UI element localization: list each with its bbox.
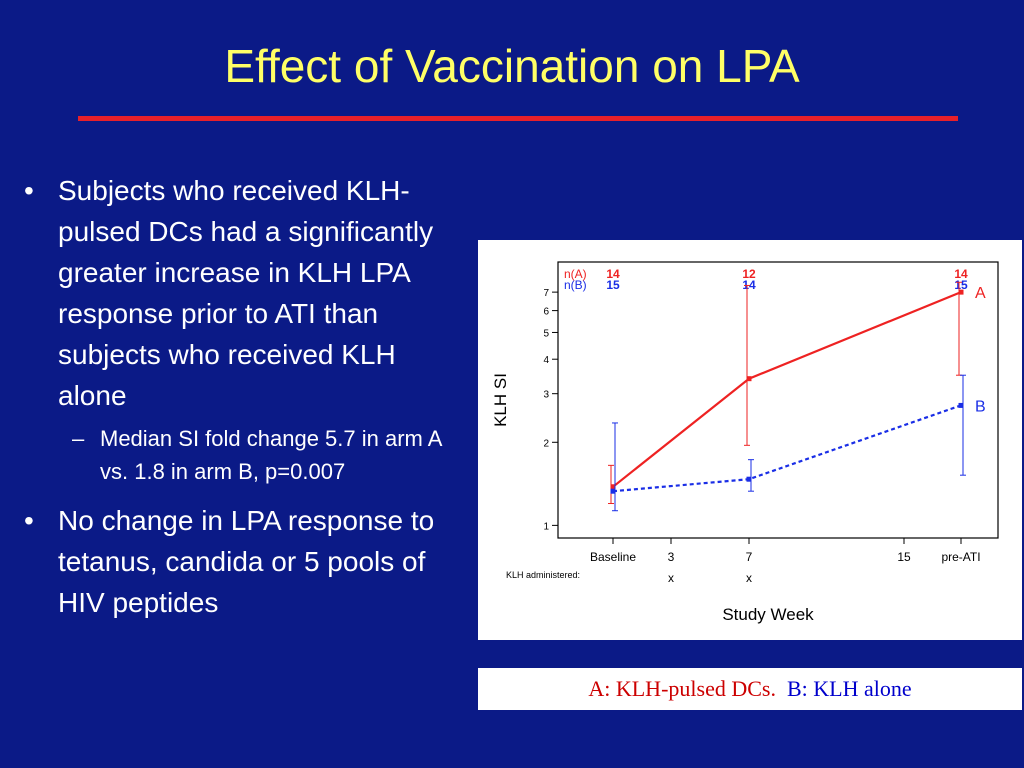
bullet-text: No change in LPA response to tetanus, ca… [58, 505, 435, 618]
sub-bullet-marker: – [72, 426, 85, 451]
n-count: 14 [954, 267, 968, 281]
caption-arm-a: A: KLH-pulsed DCs. [588, 676, 776, 701]
klh-administered-mark: x [746, 571, 752, 585]
x-tick-label: 3 [668, 550, 675, 564]
series-end-label-b: B [975, 398, 986, 415]
series-end-label-a: A [975, 285, 986, 302]
sub-bullet-item: – Median SI fold change 5.7 in arm A vs.… [20, 422, 460, 488]
series-line-b [612, 404, 962, 493]
n-count: 12 [742, 267, 756, 281]
bullet-item: • Subjects who received KLH-pulsed DCs h… [20, 170, 460, 416]
chart-panel: 1 2 3 4 5 6 7 KLH SI Baseline 3 7 15 pre-ATI KLH admi… [478, 240, 1022, 640]
chart-caption: A: KLH-pulsed DCs. B: KLH alone [478, 668, 1022, 710]
data-point-a [958, 289, 964, 295]
sub-bullet-text: Median SI fold change 5.7 in arm A vs. 1… [100, 426, 442, 484]
n-label-b: n(B) [564, 278, 587, 292]
x-axis-label: Study Week [722, 605, 814, 624]
data-point-b [610, 488, 616, 494]
series-line-a [612, 291, 962, 488]
data-point-b [958, 402, 964, 408]
y-tick-label: 2 [543, 438, 549, 449]
bullet-text: Subjects who received KLH-pulsed DCs had… [58, 175, 434, 411]
bullet-list: • Subjects who received KLH-pulsed DCs h… [20, 170, 460, 629]
n-count: 15 [606, 278, 620, 292]
y-tick-label: 4 [543, 355, 549, 366]
y-tick-label: 7 [543, 288, 549, 299]
x-tick-label: 7 [746, 550, 753, 564]
data-point-a [746, 376, 752, 382]
bullet-marker: • [24, 505, 34, 536]
caption-arm-b: B: KLH alone [786, 676, 912, 701]
data-point-b [746, 476, 752, 482]
data-point-a [610, 484, 616, 490]
bullet-item: • No change in LPA response to tetanus, … [20, 500, 460, 623]
slide-title: Effect of Vaccination on LPA [224, 40, 800, 92]
y-tick-label: 5 [543, 328, 549, 339]
n-count: 14 [606, 267, 620, 281]
x-tick-label: 15 [897, 550, 911, 564]
n-count: 15 [954, 278, 968, 292]
y-tick-label: 1 [543, 521, 549, 532]
x-tick-label: Baseline [590, 550, 636, 564]
x-tick-label: pre-ATI [941, 550, 980, 564]
y-tick-label: 3 [543, 390, 549, 401]
y-axis-label: KLH SI [491, 373, 510, 427]
n-label-a: n(A) [564, 267, 587, 281]
bullet-marker: • [24, 175, 34, 206]
title-underline [78, 116, 958, 121]
y-tick-label: 6 [543, 307, 549, 318]
plot-frame [557, 261, 999, 539]
klh-administered-mark: x [668, 571, 674, 585]
klh-administered-label: KLH administered: [506, 570, 580, 580]
